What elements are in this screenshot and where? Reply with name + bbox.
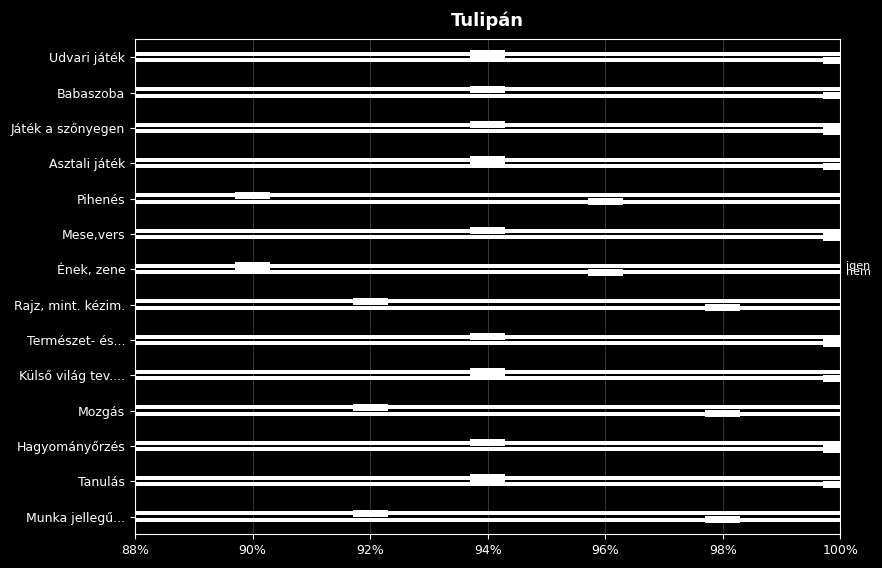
Bar [135,517,841,522]
Bar [823,445,858,453]
Bar [470,86,505,93]
Bar [135,341,841,345]
Bar [135,199,841,204]
Bar [823,57,858,64]
Bar [705,304,740,311]
Bar [135,405,841,410]
Bar [135,228,841,233]
Bar [135,299,841,303]
Bar [135,335,841,339]
Bar [135,59,841,62]
Bar [135,94,841,98]
Bar [135,87,841,91]
Bar [135,164,841,169]
Bar [135,511,841,515]
Title: Tulipán: Tulipán [452,11,524,30]
Bar [470,474,505,482]
Bar [823,233,858,241]
Bar [135,447,841,451]
Bar [135,270,841,274]
Bar [135,158,841,162]
Bar [823,374,858,382]
Bar [705,410,740,417]
Bar [470,50,505,58]
Bar [135,129,841,133]
Bar [135,306,841,310]
Bar [587,198,623,206]
Bar [135,52,841,56]
Bar [135,476,841,480]
Bar [470,121,505,128]
Bar [135,193,841,198]
Bar [135,412,841,416]
Bar [705,516,740,524]
Bar [823,481,858,488]
Bar [470,227,505,235]
Bar [353,509,388,517]
Bar [235,262,270,270]
Bar [823,92,858,99]
Text: igen: igen [846,261,871,271]
Bar [135,235,841,239]
Bar [135,123,841,127]
Bar [470,439,505,446]
Bar [135,441,841,445]
Bar [135,264,841,268]
Bar [823,339,858,347]
Bar [823,162,858,170]
Text: nem: nem [846,268,871,277]
Bar [235,191,270,199]
Bar [353,298,388,305]
Bar [135,370,841,374]
Bar [823,127,858,135]
Bar [135,482,841,486]
Bar [587,269,623,276]
Bar [470,156,505,164]
Bar [470,368,505,376]
Bar [135,376,841,381]
Bar [353,403,388,411]
Bar [470,333,505,340]
